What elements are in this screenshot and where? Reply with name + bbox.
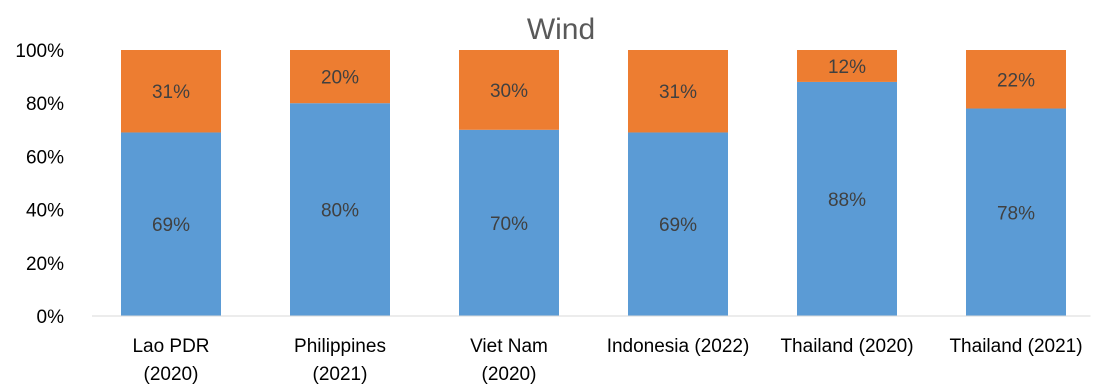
x-tick-label: Viet Nam <box>470 336 548 357</box>
x-axis: Lao PDR (2020) Philippines (2021) Viet Nam (2… <box>92 315 1091 385</box>
y-tick-label: 60% <box>26 147 64 168</box>
x-tick-label: Thailand (2021) <box>949 336 1082 357</box>
x-tick-label: Indonesia (2022) <box>607 336 750 357</box>
bar-segment <box>459 129 559 316</box>
data-label: 88% <box>828 190 866 211</box>
data-label: 30% <box>490 81 528 102</box>
bar-segment <box>290 50 390 104</box>
bars: 69% 31% 80% 20% 70% 30% 69% 31% 88% 12% 78% 22% <box>121 50 1066 317</box>
x-tick-label: Thailand (2020) <box>780 336 913 357</box>
bar-segment <box>797 81 897 316</box>
data-label: 70% <box>490 214 528 235</box>
y-tick-label: 40% <box>26 201 64 222</box>
bar-segment <box>797 50 897 82</box>
y-tick-label: 80% <box>26 94 64 115</box>
bar-segment <box>459 50 559 130</box>
bar-segment <box>966 50 1066 109</box>
data-label: 12% <box>828 57 866 78</box>
data-label: 69% <box>659 215 697 236</box>
data-label: 78% <box>997 203 1035 224</box>
data-label: 20% <box>321 68 359 89</box>
data-label: 69% <box>152 215 190 236</box>
chart-title: Wind <box>527 13 595 46</box>
bar-segment <box>290 103 390 316</box>
data-label: 80% <box>321 201 359 222</box>
x-tick-label: Philippines <box>294 336 386 357</box>
bar-segment <box>628 50 728 133</box>
y-tick-label: 100% <box>15 41 64 62</box>
bar-segment <box>121 50 221 133</box>
y-tick-label: 0% <box>37 307 65 328</box>
bar-segment <box>121 132 221 316</box>
y-tick-label: 20% <box>26 254 64 275</box>
bar-segment <box>628 132 728 316</box>
y-axis: 0% 20% 40% 60% 80% 100% <box>15 41 64 328</box>
x-tick-label: (2020) <box>144 364 199 385</box>
data-label: 22% <box>997 70 1035 91</box>
x-tick-label: Lao PDR <box>132 336 209 357</box>
bar-segment <box>966 108 1066 317</box>
x-tick-label: (2020) <box>482 364 537 385</box>
data-label: 31% <box>659 82 697 103</box>
x-tick-label: (2021) <box>313 364 368 385</box>
data-label: 31% <box>152 82 190 103</box>
